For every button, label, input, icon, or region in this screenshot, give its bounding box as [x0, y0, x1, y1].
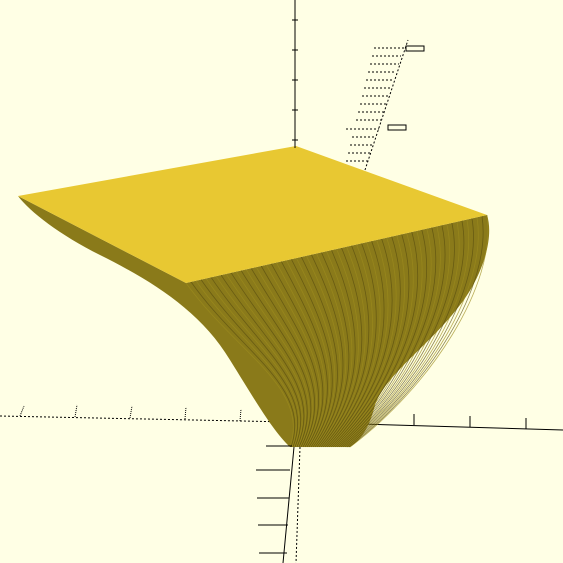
shade-line: [320, 247, 363, 448]
shade-line: [326, 240, 385, 448]
shade-line: [339, 226, 441, 448]
shade-line: [316, 252, 350, 448]
shade-line: [345, 219, 469, 448]
shade-line: [341, 223, 451, 448]
shade-line: [265, 264, 322, 448]
shade-line: [215, 275, 303, 448]
shade-line: [336, 229, 428, 448]
shade-line: [230, 272, 308, 448]
shade-line: [235, 271, 310, 448]
shade-line: [332, 234, 410, 448]
shade-line: [225, 273, 306, 448]
shade-line: [260, 265, 320, 448]
y-axis-negative: [295, 446, 301, 563]
shade-line: [311, 254, 344, 448]
shade-line: [342, 222, 455, 448]
shade-line: [315, 253, 347, 448]
shade-line: [280, 261, 328, 448]
shade-line: [324, 243, 377, 448]
shade-line: [296, 257, 336, 448]
shade-line: [327, 239, 389, 448]
shade-line: [285, 260, 331, 448]
shade-line: [331, 235, 405, 448]
shade-line: [200, 279, 299, 448]
shade-line: [321, 246, 366, 448]
shade-line: [323, 244, 373, 448]
y-axis-ticks: [346, 47, 404, 162]
y-axis-label-top: [405, 45, 425, 52]
shade-line: [245, 269, 313, 448]
y-axis-neg-ticks: [256, 445, 292, 554]
model-top-face[interactable]: [18, 146, 487, 283]
shade-line: [325, 242, 381, 448]
shade-line: [290, 259, 333, 448]
shade-line: [205, 278, 300, 448]
shade-line: [275, 262, 326, 448]
shade-line: [328, 238, 393, 448]
x-axis-neg-ticks: [19, 404, 242, 422]
shade-line: [190, 281, 296, 448]
shade-line: [250, 268, 315, 448]
z-axis-ticks: [292, 19, 298, 141]
shade-line: [333, 233, 414, 448]
x-axis-positive: [359, 423, 563, 431]
shade-line: [329, 237, 397, 448]
y-axis-label-mid: [387, 124, 407, 131]
shade-line: [317, 251, 353, 448]
x-axis-negative: [0, 415, 291, 423]
shade-line: [220, 274, 305, 448]
shade-line: [319, 248, 359, 448]
shade-line: [344, 220, 465, 448]
axes-back: [0, 0, 563, 431]
shade-line: [306, 255, 341, 448]
shade-line: [348, 216, 484, 448]
shade-line: [343, 221, 460, 448]
shade-line: [255, 266, 318, 448]
shade-line: [334, 231, 419, 448]
axes-front: [256, 146, 301, 563]
y-axis-positive: [364, 39, 409, 171]
z-axis-negative: [282, 446, 295, 563]
shade-line: [185, 282, 294, 448]
x-axis-pos-ticks: [413, 414, 527, 429]
shade-line: [346, 218, 474, 448]
shade-line: [335, 230, 423, 448]
swept-wedge-solid[interactable]: [18, 146, 490, 448]
model-shade-lines: [185, 214, 489, 448]
shade-line: [330, 236, 401, 448]
shade-line: [270, 263, 324, 448]
shade-line: [347, 217, 479, 448]
shade-line: [301, 256, 338, 448]
shade-line: [322, 245, 370, 448]
shade-line: [337, 228, 432, 448]
shade-line: [318, 249, 356, 448]
shade-line: [195, 280, 297, 448]
shade-line: [349, 214, 489, 448]
shade-line: [210, 277, 301, 448]
shade-line: [338, 227, 437, 448]
shade-line: [340, 225, 446, 448]
shade-line: [240, 270, 312, 448]
